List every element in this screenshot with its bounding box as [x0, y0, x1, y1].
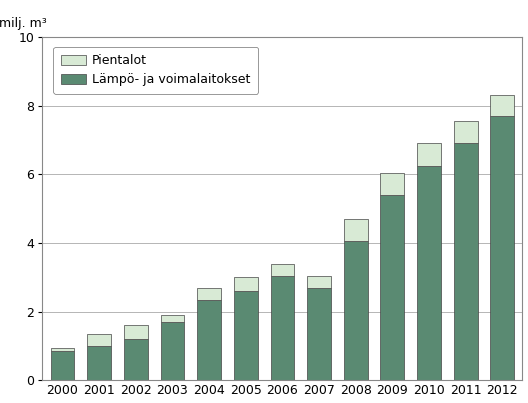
Bar [454, 143, 477, 380]
Bar [234, 291, 258, 380]
Bar [87, 334, 111, 346]
Bar [381, 172, 404, 195]
Legend: Pientalot, Lämpö- ja voimalaitokset: Pientalot, Lämpö- ja voimalaitokset [53, 46, 258, 94]
Bar [491, 95, 514, 116]
Bar [270, 264, 294, 276]
Bar [197, 288, 221, 299]
Bar [270, 276, 294, 380]
Bar [124, 339, 148, 380]
Bar [234, 277, 258, 291]
Bar [417, 143, 441, 166]
Bar [307, 288, 331, 380]
Bar [197, 299, 221, 380]
Bar [381, 195, 404, 380]
Bar [344, 241, 367, 380]
Bar [161, 322, 184, 380]
Bar [51, 348, 74, 351]
Bar [454, 121, 477, 143]
Bar [161, 315, 184, 322]
Bar [124, 325, 148, 339]
Bar [51, 351, 74, 380]
Text: milj. m³: milj. m³ [0, 17, 47, 30]
Bar [417, 166, 441, 380]
Bar [344, 219, 367, 241]
Bar [87, 346, 111, 380]
Bar [307, 276, 331, 288]
Bar [491, 116, 514, 380]
